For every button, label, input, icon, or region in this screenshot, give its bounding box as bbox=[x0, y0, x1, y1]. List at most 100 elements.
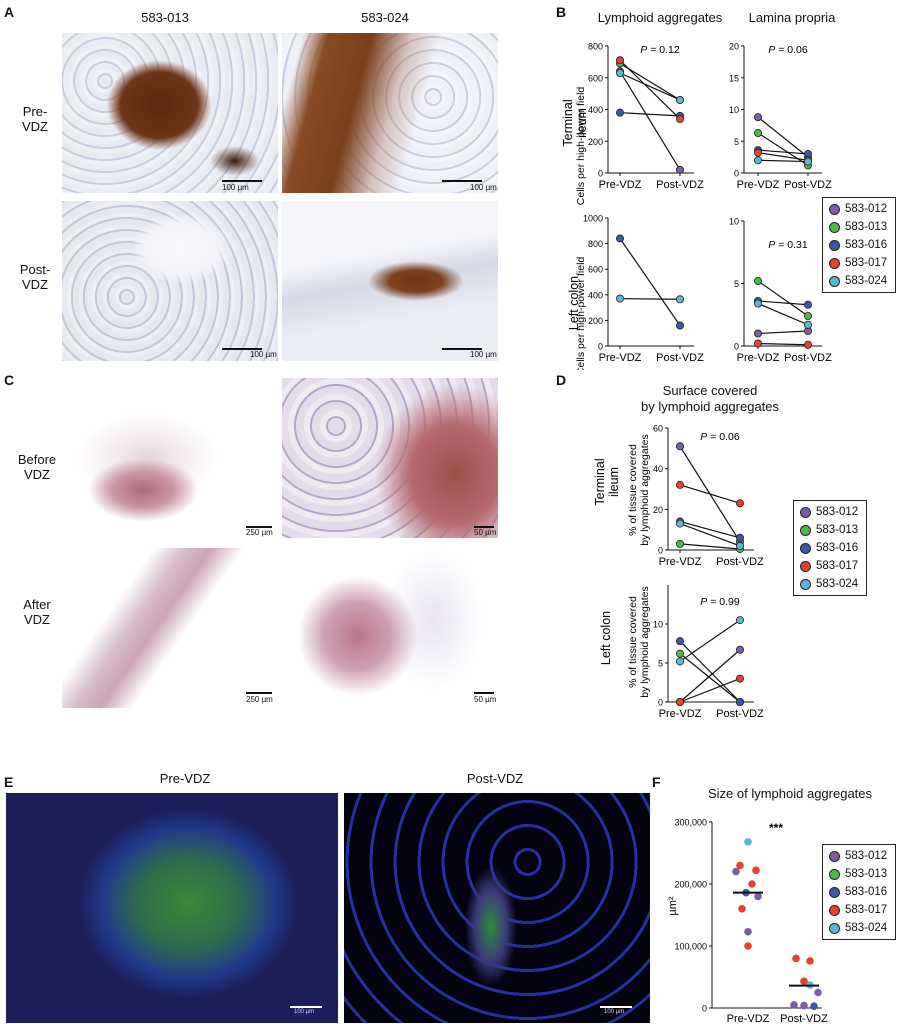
legend-b: 583-012 583-013 583-016 583-017 583-024 bbox=[822, 197, 896, 293]
data-point bbox=[753, 128, 762, 137]
y-tick-label: 800 bbox=[588, 42, 603, 52]
panel-b-letter: B bbox=[556, 4, 567, 20]
micrograph-a-post-024 bbox=[282, 201, 498, 361]
micrograph-a-post-013 bbox=[62, 201, 278, 361]
y-tick-label: 0 bbox=[734, 169, 739, 179]
y-tick-label: 0 bbox=[734, 342, 739, 352]
y-tick-label: 200,000 bbox=[674, 880, 707, 890]
pair-line bbox=[619, 72, 681, 101]
legend-marker bbox=[829, 904, 840, 916]
legend-item: 583-017 bbox=[829, 254, 887, 272]
legend-label: 583-012 bbox=[845, 850, 888, 862]
pair-line bbox=[679, 649, 741, 703]
panel-b-title-right: Lamina propria bbox=[748, 10, 836, 25]
data-point bbox=[753, 339, 762, 348]
micrograph-c-after-high bbox=[282, 548, 498, 708]
pair-line bbox=[679, 523, 741, 547]
p-value-label: P = 0.06 bbox=[768, 44, 808, 56]
x-tick-label: Pre-VDZ bbox=[659, 556, 702, 568]
data-point bbox=[676, 165, 685, 174]
x-tick-label: Pre-VDZ bbox=[727, 1013, 770, 1024]
data-point bbox=[803, 320, 812, 329]
pair-line bbox=[619, 238, 681, 326]
data-point bbox=[676, 697, 685, 706]
micrograph-a-pre-024 bbox=[282, 33, 498, 193]
fluorescence-pre-vdz bbox=[6, 793, 338, 1023]
plot-d-ti: 0 20 40 60 Pre-VDZ Post-VDZ P = 0.06 bbox=[653, 424, 764, 569]
panel-b-title-left: Lymphoid aggregates bbox=[597, 10, 723, 25]
y-tick-label: 100,000 bbox=[674, 942, 707, 952]
data-point bbox=[735, 541, 744, 550]
data-point bbox=[803, 300, 812, 309]
legend-marker bbox=[829, 850, 840, 862]
scale-label-c4: 50 µm bbox=[474, 695, 497, 704]
legend-f: 583-012 583-013 583-016 583-017 583-024 bbox=[822, 844, 896, 940]
panel-a-col2-label: 583-024 bbox=[361, 10, 409, 25]
pair-line bbox=[757, 132, 809, 166]
panel-b-row1-label-1: Terminal bbox=[561, 99, 575, 146]
x-tick-label: Pre-VDZ bbox=[737, 352, 780, 364]
data-point bbox=[792, 954, 800, 963]
panel-f-letter: F bbox=[652, 774, 661, 790]
legend-item: 583-024 bbox=[829, 919, 887, 937]
legend-label: 583-012 bbox=[845, 203, 888, 215]
data-point bbox=[735, 616, 744, 625]
scale-label-e2: 100 µm bbox=[604, 1009, 625, 1015]
scale-label-a4: 100 µm bbox=[470, 350, 497, 359]
legend-item: 583-016 bbox=[800, 539, 858, 557]
legend-label: 583-016 bbox=[845, 886, 888, 898]
data-point bbox=[735, 645, 744, 654]
legend-d: 583-012 583-013 583-016 583-017 583-024 bbox=[793, 500, 867, 596]
legend-marker bbox=[829, 239, 840, 251]
micrograph-c-before-high bbox=[282, 378, 498, 538]
panel-d-svg: Terminal ileum Left colon % of tissue co… bbox=[593, 424, 764, 721]
micrograph-c-before-low bbox=[62, 378, 276, 538]
panel-d-ylabel-1b: by lymphoid aggregates bbox=[639, 434, 651, 546]
plot-b-ti-lymphoid: 0 200 400 600 800 Pre-VDZ Post-VDZ P = 0.12 bbox=[588, 42, 704, 192]
plot-b-ti-lamina: 0 5 10 15 20 Pre-VDZ Post-VDZ P = 0.06 bbox=[729, 42, 832, 192]
data-point bbox=[803, 157, 812, 166]
pair-line bbox=[757, 300, 809, 306]
data-point bbox=[806, 957, 814, 965]
p-value-label: P = 0.06 bbox=[700, 431, 740, 443]
data-point bbox=[753, 156, 762, 165]
pair-line bbox=[757, 280, 809, 317]
fluorescence-post-vdz bbox=[344, 793, 650, 1023]
y-tick-label: 0 bbox=[598, 169, 603, 179]
data-point bbox=[676, 657, 685, 666]
data-point bbox=[790, 1001, 798, 1009]
data-point bbox=[753, 113, 762, 122]
pair-line bbox=[619, 112, 681, 117]
data-point bbox=[676, 115, 685, 124]
panel-c-row2-label: After VDZ bbox=[23, 597, 51, 627]
data-point bbox=[803, 340, 812, 349]
y-tick-label: 5 bbox=[734, 279, 739, 289]
panel-b-row2-label: Left colon bbox=[567, 276, 581, 330]
legend-item: 583-013 bbox=[829, 865, 887, 883]
legend-label: 583-012 bbox=[816, 506, 859, 518]
data-point bbox=[735, 674, 744, 683]
y-tick-label: 60 bbox=[653, 424, 663, 434]
panel-d-ylabel-2a: % of tissue covered bbox=[627, 596, 639, 688]
panel-b-ylabel-2: Cells per high-power field bbox=[575, 257, 587, 370]
y-tick-label: 600 bbox=[588, 265, 603, 275]
pair-line bbox=[619, 71, 681, 171]
x-tick-label: Post-VDZ bbox=[656, 179, 704, 191]
data-point bbox=[744, 838, 752, 846]
legend-marker bbox=[800, 524, 811, 536]
y-tick-label: 15 bbox=[729, 73, 739, 83]
data-point bbox=[676, 321, 685, 330]
legend-item: 583-017 bbox=[800, 557, 858, 575]
legend-label: 583-024 bbox=[845, 922, 888, 934]
y-tick-label: 10 bbox=[729, 217, 739, 227]
x-tick-label: Post-VDZ bbox=[656, 352, 704, 364]
legend-marker bbox=[829, 868, 840, 880]
x-tick-label: Pre-VDZ bbox=[659, 708, 702, 720]
data-point bbox=[814, 988, 822, 997]
panel-e-left-label: Pre-VDZ bbox=[159, 771, 211, 786]
pair-line bbox=[679, 619, 741, 662]
data-point bbox=[744, 942, 752, 950]
y-tick-label: 0 bbox=[702, 1004, 707, 1014]
legend-label: 583-024 bbox=[816, 578, 859, 590]
data-point bbox=[800, 1001, 808, 1010]
